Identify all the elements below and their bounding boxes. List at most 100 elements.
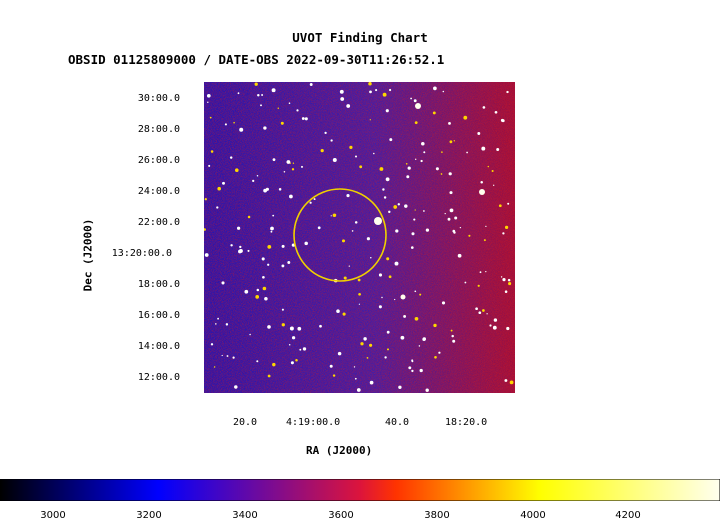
star-point xyxy=(375,89,378,92)
star-point xyxy=(239,245,242,249)
chart-title: UVOT Finding Chart xyxy=(292,30,428,45)
star-point xyxy=(414,121,418,124)
star-point xyxy=(386,257,390,261)
star-point xyxy=(301,117,305,120)
star-point xyxy=(288,102,291,104)
star-point xyxy=(207,101,209,104)
star-point xyxy=(487,165,489,168)
star-point xyxy=(423,210,425,212)
star-point xyxy=(363,337,367,341)
star-point xyxy=(230,244,233,247)
star-point xyxy=(317,226,321,230)
star-point xyxy=(206,93,211,98)
star-point xyxy=(304,241,308,246)
star-point xyxy=(366,357,369,359)
star-point xyxy=(234,385,238,389)
star-point xyxy=(332,374,336,377)
star-point xyxy=(441,301,446,305)
star-point xyxy=(449,140,453,144)
star-point xyxy=(449,191,453,195)
star-point xyxy=(287,261,291,264)
star-point xyxy=(260,104,262,107)
star-point xyxy=(204,198,207,201)
star-point xyxy=(413,99,417,103)
star-point xyxy=(354,221,358,224)
star-point xyxy=(264,297,268,301)
star-point xyxy=(334,214,337,216)
star-point xyxy=(489,324,492,327)
star-point xyxy=(493,184,495,186)
x-tick-label: 18:20.0 xyxy=(445,417,488,428)
star-point xyxy=(281,308,284,311)
star-point xyxy=(336,309,340,313)
star-point xyxy=(289,194,293,199)
star-point xyxy=(270,226,274,231)
bright-star xyxy=(415,103,421,109)
star-point xyxy=(504,225,509,230)
y-tick-label: 12:00.0 xyxy=(137,372,180,383)
star-point xyxy=(378,273,383,277)
star-point xyxy=(262,286,267,291)
colorbar-tick-label: 3000 xyxy=(40,510,66,521)
star-point xyxy=(288,344,291,346)
sky-image[interactable] xyxy=(204,82,515,393)
source-region-circle xyxy=(293,188,387,282)
star-point xyxy=(388,275,392,279)
star-point xyxy=(413,218,416,221)
star-point xyxy=(263,126,267,130)
star-point xyxy=(479,271,482,274)
star-point xyxy=(453,231,456,234)
image-noise-red xyxy=(204,82,515,393)
star-point xyxy=(244,289,249,294)
star-point xyxy=(433,323,437,328)
star-point xyxy=(292,162,295,164)
star-point xyxy=(216,206,219,209)
star-point xyxy=(420,159,423,163)
star-point xyxy=(411,360,414,363)
star-point xyxy=(444,212,446,215)
star-point xyxy=(369,343,373,347)
star-point xyxy=(267,263,270,266)
star-point xyxy=(378,305,382,309)
star-point xyxy=(419,293,422,296)
star-point xyxy=(354,155,358,158)
star-point xyxy=(280,121,284,125)
star-point xyxy=(500,118,504,122)
star-point xyxy=(261,257,265,261)
star-point xyxy=(224,123,227,126)
star-point xyxy=(448,122,451,125)
y-axis-label: Dec (J2000) xyxy=(81,218,95,292)
star-point xyxy=(447,217,451,221)
star-point xyxy=(451,334,454,338)
star-point xyxy=(281,264,285,268)
y-tick-label: 26:00.0 xyxy=(137,155,180,166)
star-point xyxy=(415,158,417,160)
star-point xyxy=(209,116,212,119)
star-point xyxy=(257,94,260,97)
star-point xyxy=(419,368,423,373)
star-point xyxy=(339,89,344,94)
star-point xyxy=(463,115,468,120)
y-tick-label: 28:00.0 xyxy=(137,124,180,135)
star-point xyxy=(384,356,387,359)
star-point xyxy=(394,298,396,301)
star-point xyxy=(238,249,242,254)
star-point xyxy=(255,295,260,299)
star-point xyxy=(221,281,225,285)
star-point xyxy=(210,150,214,153)
star-point xyxy=(304,117,308,121)
star-point xyxy=(309,201,312,204)
star-point xyxy=(388,210,391,214)
star-point xyxy=(272,158,276,162)
star-point xyxy=(481,146,486,151)
star-point xyxy=(382,188,385,191)
star-point xyxy=(485,225,487,228)
chart-subtitle: OBSID 01125809000 / DATE-OBS 2022-09-30T… xyxy=(68,52,445,67)
star-point xyxy=(226,355,229,357)
star-point xyxy=(385,109,389,113)
star-point xyxy=(370,256,372,259)
star-point xyxy=(300,165,304,168)
star-point xyxy=(256,174,259,177)
star-point xyxy=(281,244,285,248)
star-point xyxy=(368,82,372,86)
